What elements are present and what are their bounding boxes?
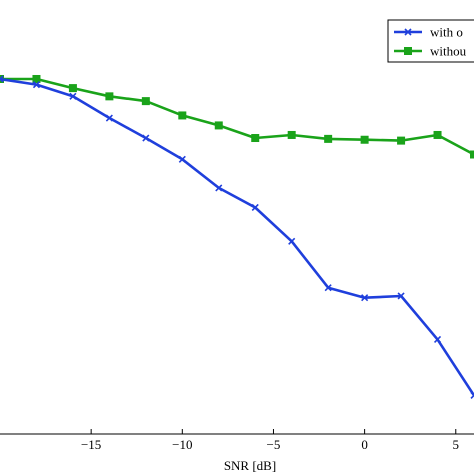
series-1-point-10 [324, 284, 332, 292]
series-1-point-11 [361, 294, 369, 302]
series-1-point-8 [251, 203, 259, 212]
legend-label-2: withou [430, 44, 467, 59]
legend-entry-2: withou [394, 44, 467, 59]
series-2-point-14 [470, 150, 474, 159]
x-tick-label-4: 0 [361, 437, 368, 452]
series-1-point-1 [0, 75, 4, 83]
series-2-point-13 [433, 130, 442, 139]
axes-layer: −15 −10 −5 0 5 [0, 429, 474, 452]
series-1-point-6 [178, 155, 186, 163]
series-1-point-4 [105, 114, 113, 122]
legend-entry-1: with o [394, 25, 463, 40]
series-2-point-3 [68, 84, 77, 93]
series-2 [0, 74, 474, 159]
series-1-point-9 [288, 237, 296, 245]
series-1-point-14 [470, 391, 474, 399]
series-2-point-4 [105, 92, 114, 101]
series-2-point-5 [141, 97, 150, 106]
series-layer [0, 74, 474, 399]
series-2-line [0, 77, 474, 156]
series-1-point-7 [215, 184, 223, 192]
legend: with o withou [387, 19, 474, 63]
series-2-point-8 [251, 134, 260, 143]
series-1 [0, 75, 474, 399]
legend-marker-1 [404, 28, 412, 36]
legend-label-1: with o [430, 25, 463, 40]
series-2-point-7 [214, 121, 223, 130]
series-1-point-5 [142, 134, 150, 142]
series-1-point-3 [69, 92, 77, 100]
series-2-point-6 [178, 111, 187, 120]
series-2-point-12 [397, 136, 406, 145]
series-2-point-2 [32, 74, 41, 83]
series-2-point-11 [360, 135, 369, 144]
x-tick-label-3: −5 [267, 437, 281, 452]
series-1-point-12 [397, 292, 405, 300]
series-2-point-10 [324, 134, 333, 143]
legend-box [387, 19, 474, 63]
x-axis-label: SNR [dB] [224, 458, 276, 473]
series-2-point-9 [287, 130, 296, 139]
legend-marker-2 [404, 47, 412, 55]
x-tick-label-2: −10 [172, 437, 192, 452]
series-1-line [0, 77, 474, 397]
series-1-point-13 [433, 335, 442, 343]
x-tick-label-5: 5 [453, 437, 460, 452]
x-tick-label-1: −15 [81, 437, 101, 452]
series-1-point-2 [32, 81, 41, 89]
